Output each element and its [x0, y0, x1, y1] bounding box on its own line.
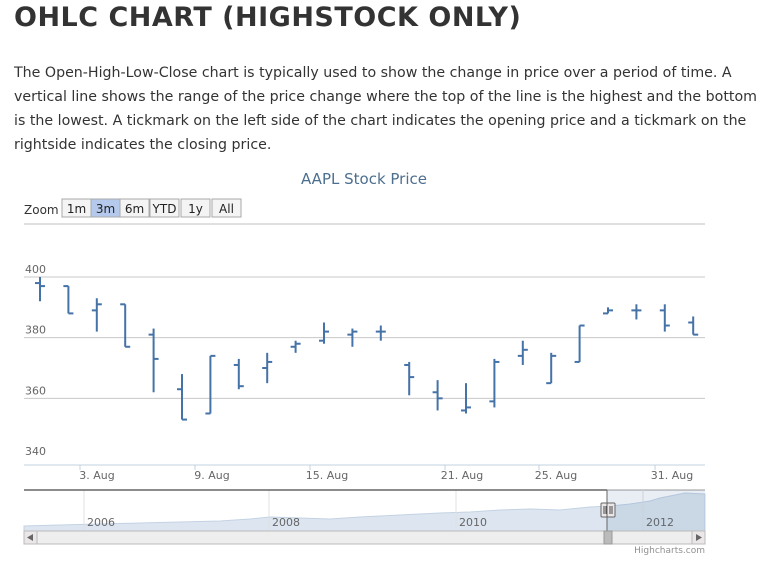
ohlc-point	[404, 361, 415, 396]
ohlc-point	[319, 322, 329, 344]
scrollbar-track[interactable]	[23, 530, 706, 545]
navigator[interactable]: 2006 2008 2010 2012	[23, 489, 706, 536]
zoom-button-all[interactable]: All	[211, 198, 242, 218]
x-axis: 3. Aug 9. Aug 15. Aug 21. Aug 25. Aug 31. Aug	[79, 465, 693, 482]
page-description: The Open-High-Low-Close chart is typical…	[14, 65, 757, 153]
zoom-button-label: 6m	[125, 202, 144, 216]
ohlc-point	[688, 316, 699, 336]
navigator-year-label: 2008	[272, 516, 300, 529]
ohlc-point	[375, 325, 386, 341]
ohlc-point	[233, 358, 244, 390]
scrollbar[interactable]	[23, 530, 706, 545]
zoom-button-label: YTD	[152, 202, 177, 216]
arrow-right-icon	[696, 534, 702, 541]
zoom-button-label: 1y	[188, 202, 203, 216]
credits-link[interactable]: Highcharts.com	[634, 546, 705, 556]
y-axis: 340 360 380 400	[25, 263, 46, 458]
ohlc-point	[347, 328, 358, 347]
x-tick-label: 31. Aug	[651, 469, 693, 482]
zoom-button-ytd[interactable]: YTD	[149, 198, 180, 218]
x-tick-label: 3. Aug	[79, 469, 114, 482]
chart-svg: AAPL Stock Price Zoom 1m 3m 6m YTD 1y All 340…	[23, 170, 706, 556]
ohlc-point	[91, 298, 102, 332]
zoom-button-1m[interactable]: 1m	[61, 198, 92, 218]
zoom-button-1y[interactable]: 1y	[180, 198, 211, 218]
x-tick-label: 15. Aug	[306, 469, 348, 482]
ohlc-point	[290, 340, 301, 353]
x-tick-label: 21. Aug	[441, 469, 483, 482]
ohlc-point	[432, 380, 443, 411]
y-tick-label: 340	[25, 445, 46, 458]
zoom-button-3m[interactable]: 3m	[90, 198, 121, 218]
x-tick-label: 25. Aug	[535, 469, 577, 482]
ohlc-point	[603, 307, 613, 315]
ohlc-point	[63, 285, 74, 315]
ohlc-point	[148, 328, 159, 393]
ohlc-point	[120, 303, 131, 348]
chart-grid	[24, 223, 705, 466]
ohlc-series	[35, 277, 699, 421]
zoom-button-label: All	[219, 202, 234, 216]
scrollbar-thumb[interactable]	[603, 530, 613, 545]
zoom-buttons: 1m 3m 6m YTD 1y All	[61, 198, 242, 218]
zoom-button-label: 3m	[96, 202, 115, 216]
navigator-year-label: 2010	[459, 516, 487, 529]
ohlc-point	[35, 277, 45, 302]
ohlc-point	[177, 374, 187, 421]
navigator-area	[23, 492, 706, 532]
ohlc-point	[574, 324, 585, 363]
ohlc-chart[interactable]: AAPL Stock Price Zoom 1m 3m 6m YTD 1y All 340…	[0, 160, 774, 563]
ohlc-point	[461, 383, 471, 414]
navigator-selection[interactable]	[607, 490, 705, 536]
ohlc-point	[489, 358, 500, 408]
ohlc-point	[205, 354, 216, 415]
ohlc-point	[546, 352, 557, 385]
y-tick-label: 380	[25, 324, 46, 337]
chart-title: AAPL Stock Price	[301, 170, 427, 188]
zoom-label: Zoom	[24, 203, 59, 217]
navigator-grid: 2006 2008 2010 2012	[83, 490, 674, 531]
navigator-year-label: 2006	[87, 516, 115, 529]
page-title: OHLC CHART (HIGHSTOCK ONLY)	[14, 2, 522, 33]
ohlc-point	[517, 340, 528, 365]
ohlc-point	[262, 352, 273, 384]
navigator-year-label: 2012	[646, 516, 674, 529]
y-tick-label: 360	[25, 384, 46, 397]
zoom-button-6m[interactable]: 6m	[119, 198, 150, 218]
arrow-left-icon	[27, 534, 33, 541]
x-tick-label: 9. Aug	[194, 469, 229, 482]
navigator-handle-right[interactable]	[606, 502, 616, 518]
ohlc-point	[631, 304, 642, 320]
zoom-button-label: 1m	[67, 202, 86, 216]
ohlc-point	[659, 304, 670, 332]
y-tick-label: 400	[25, 263, 46, 276]
